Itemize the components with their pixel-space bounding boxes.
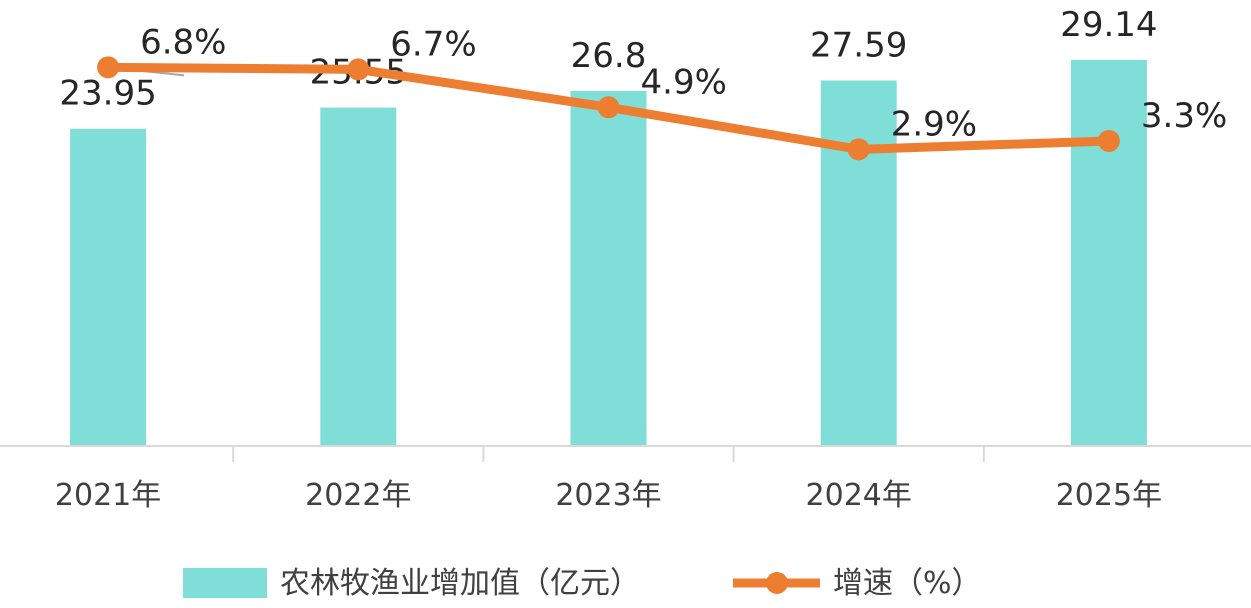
x-tick-label: 2022年 — [305, 478, 411, 513]
rate-data-label: 3.3% — [1141, 96, 1227, 136]
x-tick-label: 2024年 — [806, 478, 912, 513]
legend-bar-swatch — [183, 568, 267, 598]
rate-marker — [97, 56, 120, 79]
rate-data-label: 6.8% — [140, 22, 226, 62]
bar — [320, 107, 397, 446]
bar — [70, 128, 147, 447]
x-tick-label: 2021年 — [55, 478, 161, 513]
bar — [820, 80, 897, 446]
legend: 农林牧渔业增加值（亿元） 增速（%） — [183, 566, 982, 601]
x-axis-ticks — [232, 446, 985, 462]
x-tick-label: 2023年 — [555, 478, 661, 513]
rate-marker — [847, 138, 870, 161]
legend-line-marker — [766, 572, 788, 594]
rate-data-label: 4.9% — [641, 62, 727, 102]
growth-rate-data-labels: 6.8% 6.7% 4.9% 2.9% 3.3% — [140, 22, 1227, 144]
rate-data-label: 6.7% — [390, 24, 476, 64]
bar — [1070, 60, 1147, 446]
x-tick-label: 2025年 — [1056, 478, 1162, 513]
growth-rate-markers — [97, 56, 1120, 161]
bar-data-label: 23.95 — [59, 74, 156, 114]
bar-data-label: 29.14 — [1060, 5, 1157, 45]
bar-data-label: 27.59 — [810, 26, 907, 66]
rate-data-label: 2.9% — [891, 104, 977, 144]
rate-marker — [597, 96, 620, 119]
bar — [570, 90, 647, 446]
legend-line-label: 增速（%） — [833, 566, 982, 601]
bar-data-label: 26.8 — [571, 36, 647, 76]
x-axis-tick-labels: 2021年 2022年 2023年 2024年 2025年 — [55, 478, 1162, 513]
rate-marker — [1097, 129, 1120, 152]
legend-bar-label: 农林牧渔业增加值（亿元） — [280, 566, 640, 601]
rate-marker — [347, 58, 370, 81]
